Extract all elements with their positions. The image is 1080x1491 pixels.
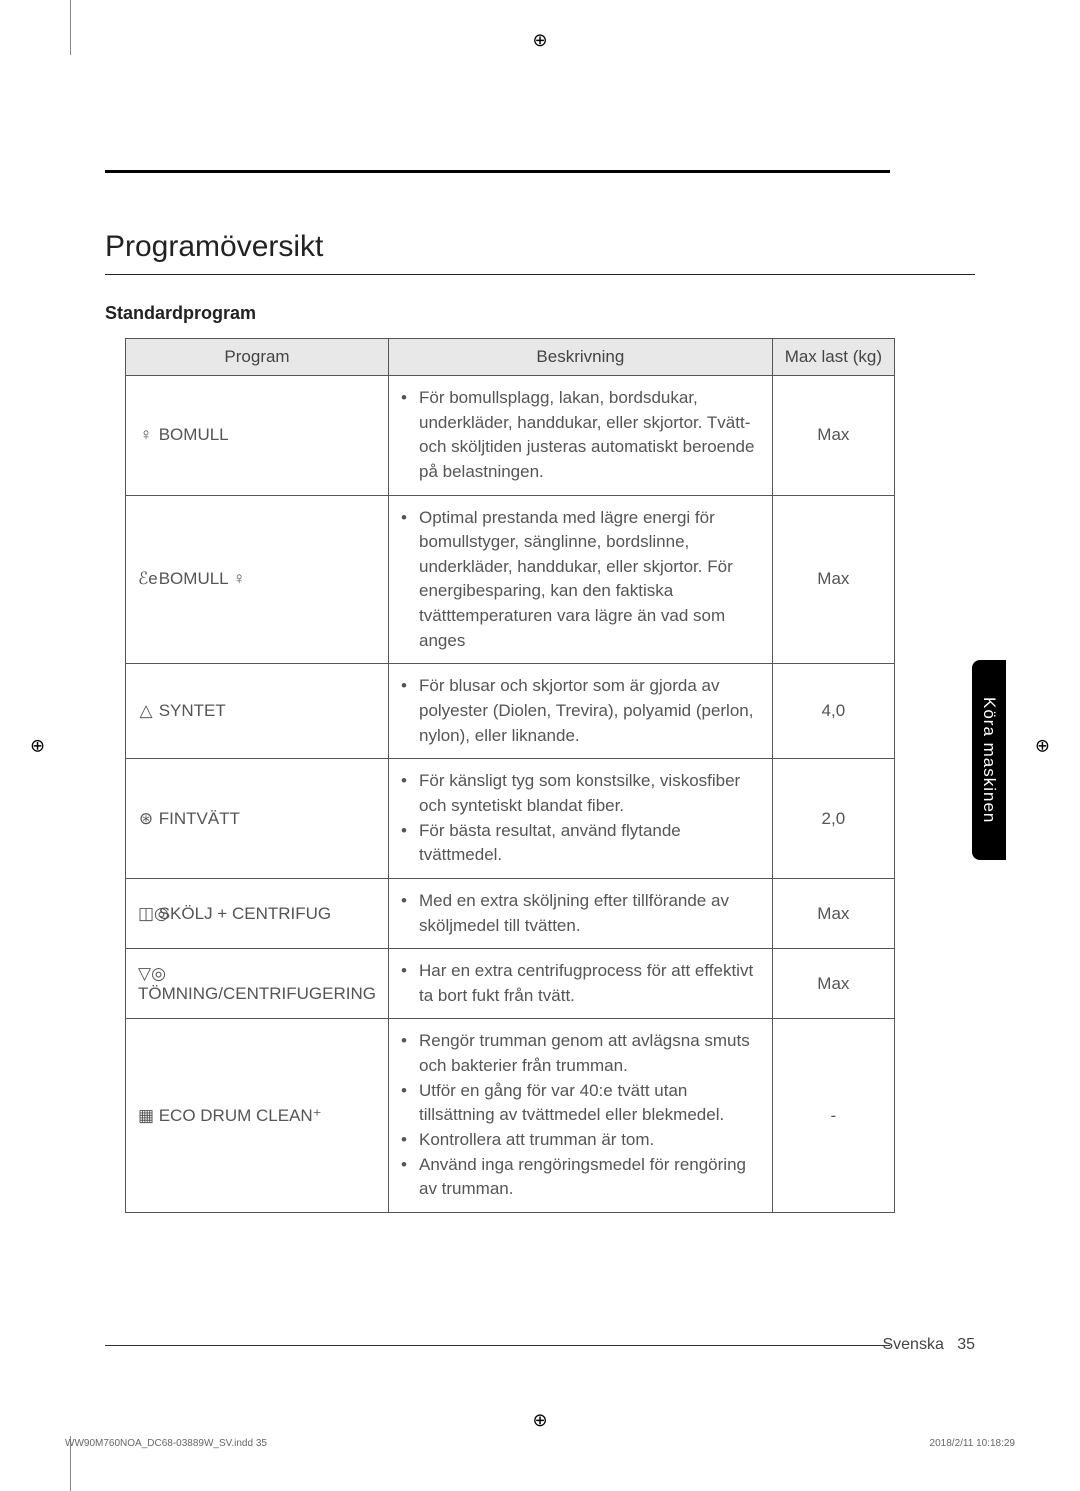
program-icon: ℰe	[138, 569, 154, 589]
program-icon: ♀	[138, 425, 154, 445]
table-row: ⊛ FINTVÄTT För känsligt tyg som konstsilk…	[126, 759, 895, 879]
description-item: Med en extra sköljning efter tillförande…	[419, 889, 760, 938]
description-item: Använd inga rengöringsmedel för rengörin…	[419, 1153, 760, 1202]
program-cell: ♀ BOMULL	[126, 376, 389, 496]
max-load-cell: Max	[772, 376, 894, 496]
max-load-cell: Max	[772, 495, 894, 664]
program-name: BOMULL	[154, 425, 229, 444]
table-row: ▽◎ TÖMNING/CENTRIFUGERING Har en extra ce…	[126, 949, 895, 1019]
program-name: SYNTET	[154, 701, 226, 720]
print-footer-left: WW90M760NOA_DC68-03889W_SV.indd 35	[65, 1438, 267, 1449]
program-table: Program Beskrivning Max last (kg) ♀ BOMU…	[125, 338, 895, 1213]
description-list: Med en extra sköljning efter tillförande…	[401, 889, 760, 938]
crop-mark	[70, 0, 71, 55]
page-content: Programöversikt Standardprogram Program …	[105, 230, 975, 1213]
col-max: Max last (kg)	[772, 339, 894, 376]
footer-page-number: 35	[957, 1336, 975, 1353]
program-name: SKÖLJ + CENTRIFUG	[154, 904, 331, 923]
subtitle: Standardprogram	[105, 303, 975, 324]
program-name: TÖMNING/CENTRIFUGERING	[138, 984, 376, 1003]
footer-language: Svenska	[882, 1336, 943, 1353]
program-icon: △	[138, 701, 154, 721]
table-row: ▦ ECO DRUM CLEAN⁺ Rengör trumman genom at…	[126, 1019, 895, 1212]
registration-mark-right: ⊕	[1035, 735, 1050, 756]
description-item: För bästa resultat, använd flytande tvät…	[419, 819, 760, 868]
description-item: För känsligt tyg som konstsilke, viskosf…	[419, 769, 760, 818]
max-load-cell: -	[772, 1019, 894, 1212]
description-item: Har en extra centrifugprocess för att ef…	[419, 959, 760, 1008]
side-tab-label: Köra maskinen	[979, 697, 999, 823]
description-cell: Har en extra centrifugprocess för att ef…	[389, 949, 773, 1019]
table-row: ◫◎ SKÖLJ + CENTRIFUG Med en extra sköljni…	[126, 878, 895, 948]
program-icon: ▽◎	[138, 964, 154, 984]
program-cell: ⊛ FINTVÄTT	[126, 759, 389, 879]
description-item: För blusar och skjortor som är gjorda av…	[419, 674, 760, 748]
table-row: ℰe BOMULL ♀Optimal prestanda med lägre e…	[126, 495, 895, 664]
description-cell: För känsligt tyg som konstsilke, viskosf…	[389, 759, 773, 879]
col-program: Program	[126, 339, 389, 376]
description-cell: Med en extra sköljning efter tillförande…	[389, 878, 773, 948]
horizontal-rule	[105, 170, 890, 173]
registration-mark-left: ⊕	[30, 735, 45, 756]
max-load-cell: Max	[772, 949, 894, 1019]
registration-mark-top: ⊕	[532, 30, 547, 51]
table-row: ♀ BOMULL För bomullsplagg, lakan, bordsdu…	[126, 376, 895, 496]
description-cell: För blusar och skjortor som är gjorda av…	[389, 664, 773, 759]
program-name: BOMULL ♀	[154, 569, 245, 588]
footer-text: Svenska 35	[882, 1336, 975, 1354]
program-cell: ▽◎ TÖMNING/CENTRIFUGERING	[126, 949, 389, 1019]
program-icon: ⊛	[138, 809, 154, 829]
description-list: För blusar och skjortor som är gjorda av…	[401, 674, 760, 748]
footer-rule	[105, 1345, 890, 1346]
registration-mark-bottom: ⊕	[532, 1410, 547, 1431]
description-cell: Optimal prestanda med lägre energi för b…	[389, 495, 773, 664]
max-load-cell: 4,0	[772, 664, 894, 759]
program-icon: ◫◎	[138, 904, 154, 924]
description-list: För bomullsplagg, lakan, bordsdukar, und…	[401, 386, 760, 485]
table-header-row: Program Beskrivning Max last (kg)	[126, 339, 895, 376]
col-description: Beskrivning	[389, 339, 773, 376]
side-tab: Köra maskinen	[972, 660, 1006, 860]
max-load-cell: 2,0	[772, 759, 894, 879]
max-load-cell: Max	[772, 878, 894, 948]
description-cell: Rengör trumman genom att avlägsna smuts …	[389, 1019, 773, 1212]
section-title: Programöversikt	[105, 230, 975, 275]
program-icon: ▦	[138, 1106, 154, 1126]
description-item: Rengör trumman genom att avlägsna smuts …	[419, 1029, 760, 1078]
description-item: Optimal prestanda med lägre energi för b…	[419, 506, 760, 654]
program-cell: △ SYNTET	[126, 664, 389, 759]
print-footer-right: 2018/2/11 10:18:29	[930, 1438, 1015, 1449]
description-item: För bomullsplagg, lakan, bordsdukar, und…	[419, 386, 760, 485]
program-cell: ▦ ECO DRUM CLEAN⁺	[126, 1019, 389, 1212]
program-cell: ◫◎ SKÖLJ + CENTRIFUG	[126, 878, 389, 948]
table-row: △ SYNTET För blusar och skjortor som är g…	[126, 664, 895, 759]
program-cell: ℰe BOMULL ♀	[126, 495, 389, 664]
program-name: FINTVÄTT	[154, 809, 240, 828]
description-list: För känsligt tyg som konstsilke, viskosf…	[401, 769, 760, 868]
description-item: Kontrollera att trumman är tom.	[419, 1128, 760, 1153]
description-list: Har en extra centrifugprocess för att ef…	[401, 959, 760, 1008]
description-item: Utför en gång för var 40:e tvätt utan ti…	[419, 1079, 760, 1128]
description-cell: För bomullsplagg, lakan, bordsdukar, und…	[389, 376, 773, 496]
description-list: Optimal prestanda med lägre energi för b…	[401, 506, 760, 654]
program-name: ECO DRUM CLEAN⁺	[154, 1106, 322, 1125]
description-list: Rengör trumman genom att avlägsna smuts …	[401, 1029, 760, 1201]
